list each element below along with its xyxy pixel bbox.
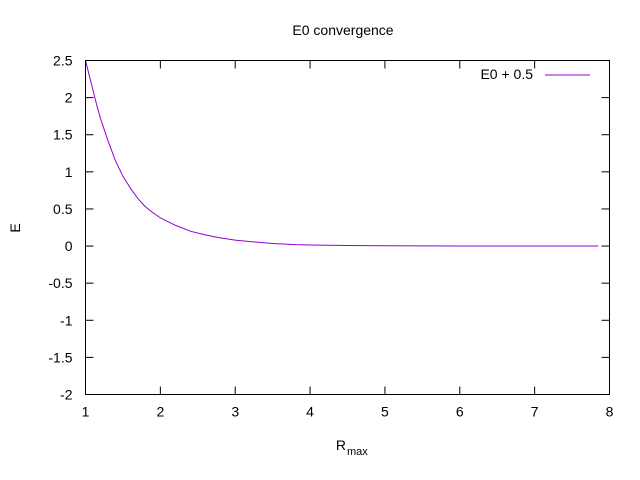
plot-series — [85, 60, 599, 247]
x-tick-label: 6 — [456, 404, 464, 420]
y-tick-label: -1 — [60, 312, 73, 328]
y-tick-label: 0.5 — [53, 201, 73, 217]
y-tick-label: 0 — [65, 238, 73, 254]
x-tick-label: 4 — [306, 404, 314, 420]
y-tick-label: 1 — [65, 164, 73, 180]
plot-frame — [85, 60, 610, 395]
y-tick-label: 2.5 — [53, 53, 73, 69]
x-axis-label: R — [336, 437, 346, 453]
y-tick-label: 1.5 — [53, 127, 73, 143]
x-tick-label: 8 — [606, 404, 614, 420]
series-line — [85, 60, 599, 247]
y-tick-label: 2 — [65, 90, 73, 106]
x-tick-label: 2 — [156, 404, 164, 420]
legend: E0 + 0.5 — [480, 66, 590, 82]
x-axis-label-subscript: max — [347, 446, 368, 458]
axis-ticks: 1 2 3 4 5 6 7 8 -2 -1.5 -1 -0.5 0 0.5 1 1.5 2 2.5 — [48, 53, 613, 420]
y-axis-label: E — [7, 223, 23, 232]
x-tick-label: 3 — [231, 404, 239, 420]
y-tick-label: -2 — [60, 387, 73, 403]
x-tick-label: 7 — [531, 404, 539, 420]
x-tick-label: 1 — [82, 404, 90, 420]
legend-label: E0 + 0.5 — [480, 66, 533, 82]
chart-title: E0 convergence — [292, 22, 393, 38]
y-tick-label: -1.5 — [48, 349, 72, 365]
y-tick-label: -0.5 — [48, 275, 72, 291]
x-tick-label: 5 — [381, 404, 389, 420]
